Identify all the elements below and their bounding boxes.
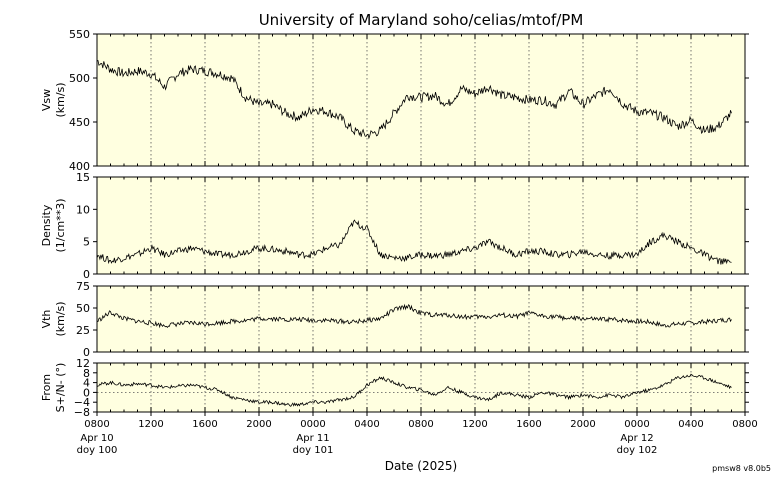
doy-label: doy 101 [293, 445, 334, 456]
y-tick-label: 8 [83, 367, 90, 380]
y-tick-label: 12 [76, 357, 90, 370]
series-line [96, 219, 732, 265]
doy-label: doy 100 [77, 445, 118, 456]
panel-1: 0 5 10 15 Density(1/cm**3) [40, 171, 749, 281]
x-tick-label: 0000 [624, 419, 649, 430]
y-axis-label-line: (1/cm**3) [54, 198, 67, 252]
y-tick-label: 15 [76, 171, 90, 184]
series-line [96, 373, 732, 407]
y-tick-label: 400 [69, 160, 90, 173]
y-tick-label: 0 [83, 386, 90, 399]
x-axis-label: Date (2025) [385, 459, 457, 473]
y-axis-label-line: (km/s) [54, 301, 67, 336]
y-axis-label: FromS+/N- (°) [40, 363, 67, 413]
y-axis-label-line: (km/s) [54, 82, 67, 117]
y-tick-label: 0 [83, 346, 90, 359]
y-tick-label: 25 [76, 324, 90, 337]
y-tick-label: 550 [69, 28, 90, 41]
y-tick-label: 5 [83, 236, 90, 249]
date-label: Apr 11 [296, 433, 329, 444]
y-tick-label: 500 [69, 72, 90, 85]
y-axis-label: Vth(km/s) [40, 301, 67, 336]
doy-label: doy 102 [617, 445, 658, 456]
panel-2: 0 25 50 75 Vth(km/s) [40, 280, 749, 359]
x-tick-label: 0800 [84, 419, 109, 430]
x-tick-label: 1200 [462, 419, 487, 430]
version-footer: pmsw8 v8.0b5 [712, 464, 771, 473]
y-axis-label: Density(1/cm**3) [40, 198, 67, 252]
y-axis-label-line: Vth [40, 310, 53, 329]
y-axis-label-line: Density [40, 204, 53, 246]
x-tick-label: 0400 [354, 419, 379, 430]
y-axis-label-line: Vsw [40, 89, 53, 111]
chart-title: University of Maryland soho/celias/mtof/… [259, 11, 584, 29]
y-axis-label: Vsw(km/s) [40, 82, 67, 117]
x-tick-label: 0800 [732, 419, 757, 430]
x-tick-label: 2000 [570, 419, 595, 430]
y-axis-label-line: From [40, 374, 53, 401]
date-label: Apr 12 [620, 433, 653, 444]
panel-0: 400 450 500 550 Vsw(km/s) [40, 28, 749, 173]
date-label: Apr 10 [80, 433, 113, 444]
x-tick-label: 0400 [678, 419, 703, 430]
series-line [97, 60, 732, 140]
y-axis-label-line: S+/N- (°) [54, 363, 67, 413]
y-tick-label: 50 [76, 302, 90, 315]
y-tick-label: 10 [76, 203, 90, 216]
y-tick-label: 75 [76, 280, 90, 293]
panels-group: 400450500550Vsw(km/s)051015Density(1/cm*… [40, 28, 749, 419]
y-tick-label: 0 [83, 268, 90, 281]
x-tick-label: 2000 [246, 419, 271, 430]
y-tick-label: −8 [74, 406, 90, 419]
x-tick-label: 1200 [138, 419, 163, 430]
y-tick-label: 450 [69, 116, 90, 129]
x-tick-label: 0800 [408, 419, 433, 430]
series-line [96, 303, 732, 329]
x-tick-label: 0000 [300, 419, 325, 430]
x-tick-label: 1600 [192, 419, 217, 430]
x-tick-label: 1600 [516, 419, 541, 430]
y-tick-label: 4 [83, 377, 90, 390]
x-axis: 0800 1200 1600 2000 0000 0400 0800 1200 1600 2000… [77, 412, 758, 456]
y-tick-label: −4 [74, 396, 90, 409]
